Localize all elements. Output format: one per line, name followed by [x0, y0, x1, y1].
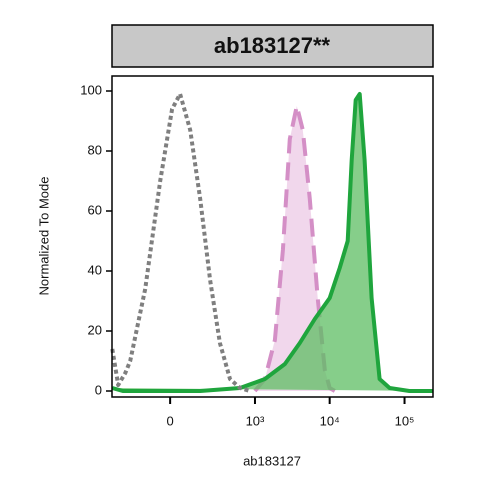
y-tick-label: 80 — [88, 142, 102, 157]
x-tick-label: 10⁵ — [395, 413, 415, 428]
y-tick-label: 0 — [95, 382, 102, 397]
y-axis-title: Normalized To Mode — [36, 177, 51, 296]
y-tick-label: 100 — [80, 82, 102, 97]
histogram-curve — [111, 92, 433, 393]
histogram-curve — [110, 92, 251, 393]
plot-area — [110, 92, 433, 393]
plot-frame — [111, 75, 434, 398]
y-tick-label: 40 — [88, 262, 102, 277]
y-tick-label: 20 — [88, 322, 102, 337]
x-tick-label: 10⁴ — [320, 413, 340, 428]
x-axis-title: ab183127 — [243, 453, 301, 468]
y-tick-label: 60 — [88, 202, 102, 217]
chart-title: ab183127** — [214, 33, 331, 58]
x-tick-label: 10³ — [246, 413, 265, 428]
title-box — [111, 24, 434, 68]
x-tick-label: 0 — [167, 413, 174, 428]
